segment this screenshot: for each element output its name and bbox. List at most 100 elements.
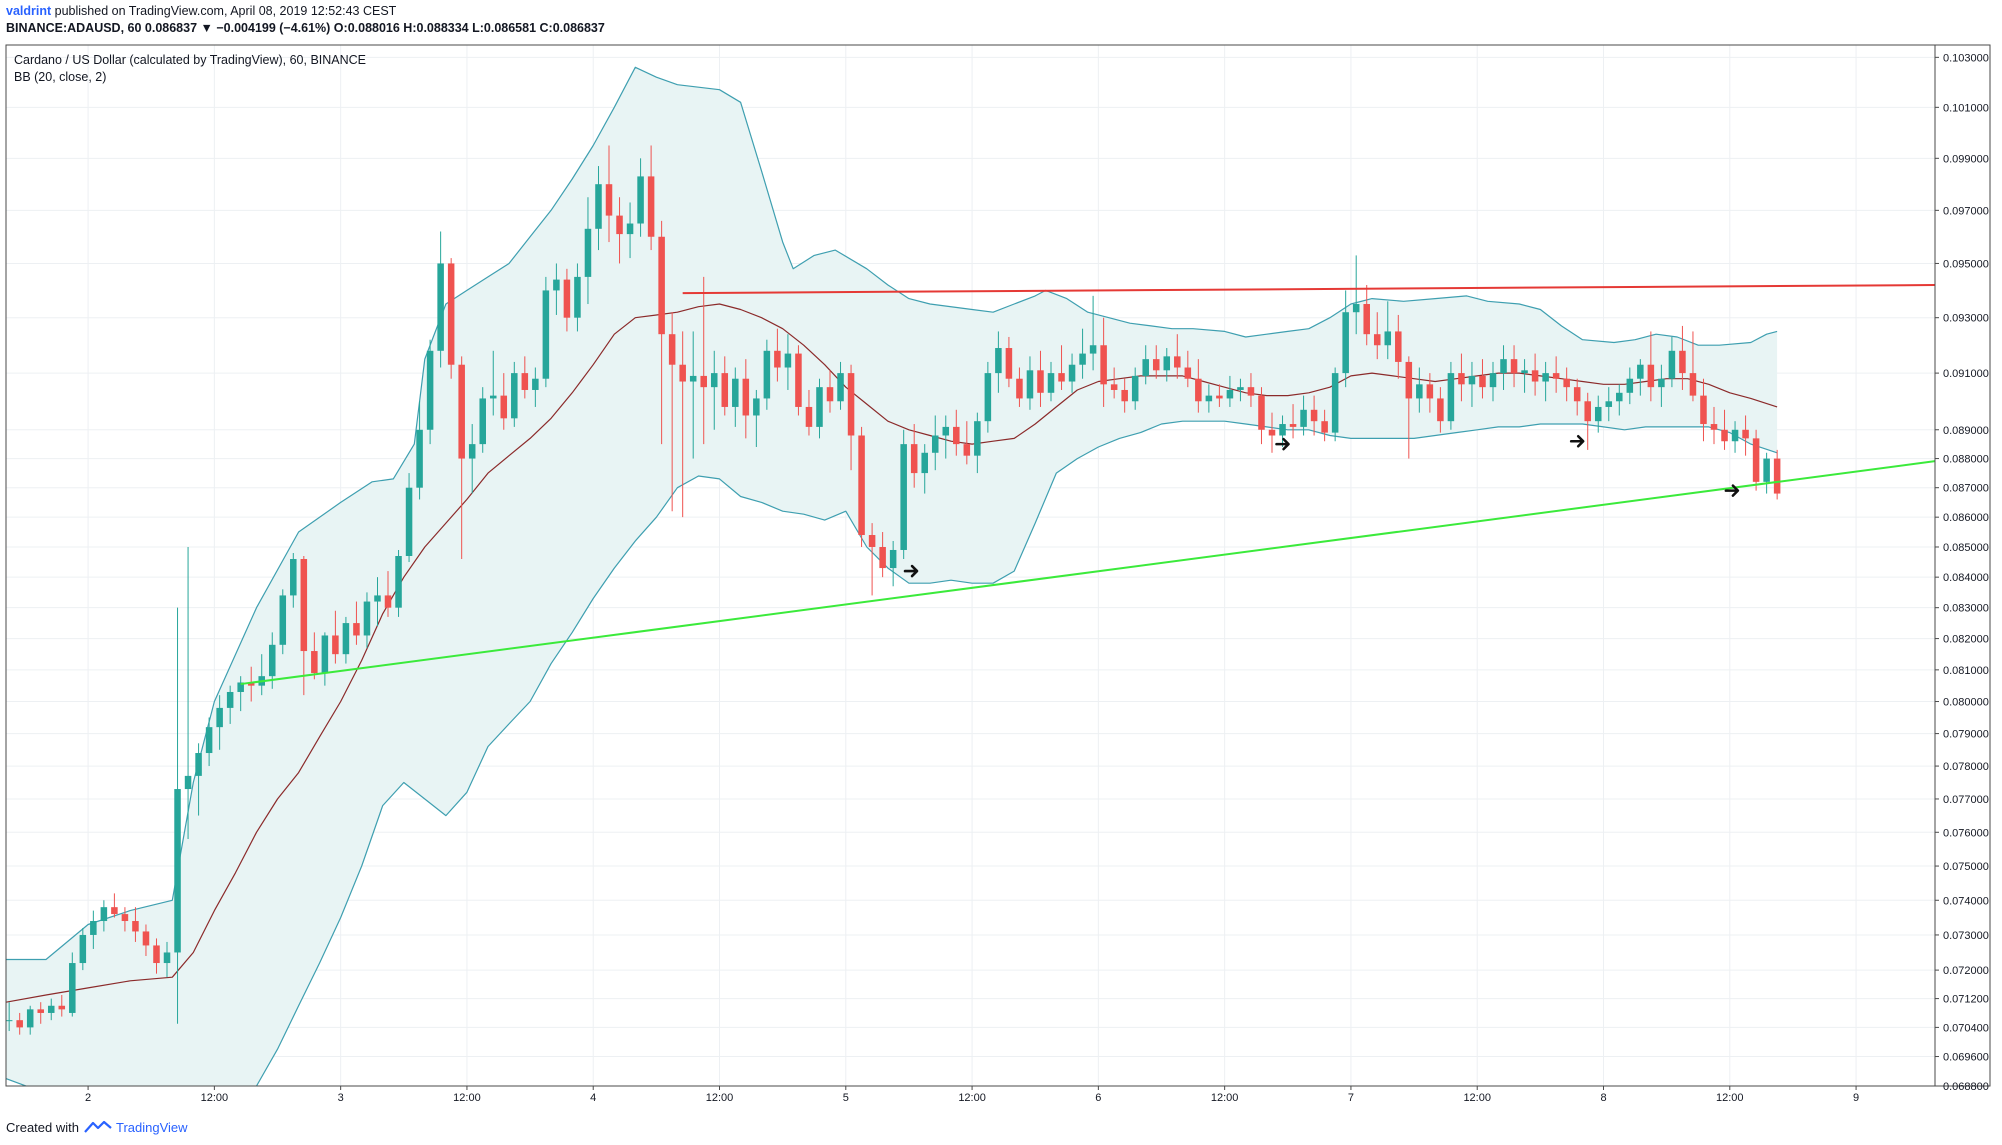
candle-body	[1300, 409, 1307, 427]
candle	[1247, 373, 1255, 407]
candle	[710, 350, 718, 430]
candle	[16, 1012, 23, 1035]
legend-indicator: BB (20, close, 2)	[14, 70, 107, 84]
candle-body	[184, 775, 192, 790]
candle-body	[69, 963, 76, 1013]
candle	[1289, 404, 1297, 439]
candle	[1321, 409, 1328, 442]
candle	[700, 276, 707, 445]
candle	[1384, 301, 1392, 360]
candle	[1531, 353, 1539, 396]
candle-body	[1626, 378, 1634, 393]
tradingview-brand[interactable]: TradingView	[116, 1120, 188, 1135]
candle-body	[721, 373, 729, 407]
candle	[1563, 367, 1570, 402]
candle	[121, 907, 129, 932]
candle	[1405, 356, 1413, 459]
footer: Created with TradingView	[6, 1120, 188, 1135]
candle-body	[1752, 438, 1760, 482]
price-tick-label: 0.085000	[1943, 542, 1989, 554]
candle	[1237, 378, 1244, 402]
candle-body	[753, 398, 760, 416]
candle-body	[921, 452, 928, 474]
candle	[1300, 395, 1307, 436]
candle-body	[1773, 458, 1781, 494]
candle-body	[1510, 359, 1518, 374]
candle	[37, 1002, 44, 1024]
candle-body	[532, 378, 539, 390]
candle	[942, 415, 950, 459]
candle	[1773, 449, 1781, 500]
candle	[816, 378, 823, 439]
candle-body	[426, 350, 434, 430]
candle-body	[1458, 373, 1465, 385]
candle-body	[1016, 378, 1023, 399]
candle-body	[1416, 384, 1423, 399]
price-tick-label: 0.097000	[1943, 205, 1989, 217]
candle	[1216, 384, 1223, 407]
candle	[584, 197, 592, 305]
time-axis: 2 12:00 3 12:00 4 12:00 5 12:00 6 12:00 7 12:00 8 12:…	[85, 1086, 1859, 1104]
candle	[342, 616, 350, 664]
candle	[1437, 387, 1444, 433]
candle	[1258, 387, 1265, 445]
candle-body	[942, 426, 950, 436]
candle-body	[79, 934, 87, 964]
candle-body	[1405, 361, 1413, 399]
candle-body	[984, 373, 992, 422]
candle	[458, 356, 465, 560]
candle	[468, 424, 476, 494]
candle-body	[910, 444, 918, 474]
price-tick-label: 0.079000	[1943, 729, 1989, 741]
candle-body	[1068, 364, 1076, 382]
candle	[321, 632, 329, 686]
candle	[1573, 378, 1581, 416]
candle	[826, 370, 834, 413]
candle	[1205, 384, 1213, 413]
price-tick-label: 0.071200	[1943, 994, 1989, 1006]
candle-body	[458, 364, 465, 459]
arrow-right-icon	[903, 564, 919, 578]
candle	[1100, 317, 1107, 407]
candle-body	[847, 373, 855, 436]
candle	[616, 197, 623, 264]
price-tick-label: 0.081000	[1943, 665, 1989, 677]
time-tick-label: 5	[843, 1092, 849, 1104]
candle-body	[774, 350, 781, 368]
candle-body	[1184, 367, 1192, 379]
candle-body	[1689, 373, 1697, 396]
candle	[132, 907, 139, 942]
candle	[1594, 395, 1602, 433]
candle-body	[1258, 395, 1265, 430]
candle	[858, 426, 865, 547]
candle-body	[868, 535, 876, 547]
candle-body	[1005, 348, 1013, 379]
candle-body	[247, 682, 255, 686]
price-tick-label: 0.074000	[1943, 895, 1989, 907]
candle	[1679, 325, 1686, 390]
candle-body	[437, 263, 444, 351]
candle-body	[237, 682, 244, 692]
candle	[79, 927, 87, 971]
candle	[290, 552, 297, 608]
candle	[416, 401, 423, 500]
candle	[532, 367, 539, 407]
candle-body	[1742, 429, 1749, 439]
candle	[574, 263, 581, 332]
candle-body	[384, 595, 392, 608]
candle-body	[710, 373, 718, 388]
candle	[1163, 348, 1171, 382]
candle	[984, 361, 992, 433]
candle	[247, 666, 255, 702]
candle-body	[153, 945, 160, 964]
candle	[910, 424, 918, 488]
price-tick-label: 0.103000	[1943, 52, 1989, 64]
author-link[interactable]: valdrint	[6, 4, 52, 18]
candle	[90, 910, 97, 949]
candle-body	[1489, 373, 1497, 388]
time-tick-label: 6	[1095, 1092, 1101, 1104]
candle-body	[1563, 378, 1570, 388]
candle-body	[1279, 424, 1286, 436]
candle-body	[1205, 395, 1213, 402]
